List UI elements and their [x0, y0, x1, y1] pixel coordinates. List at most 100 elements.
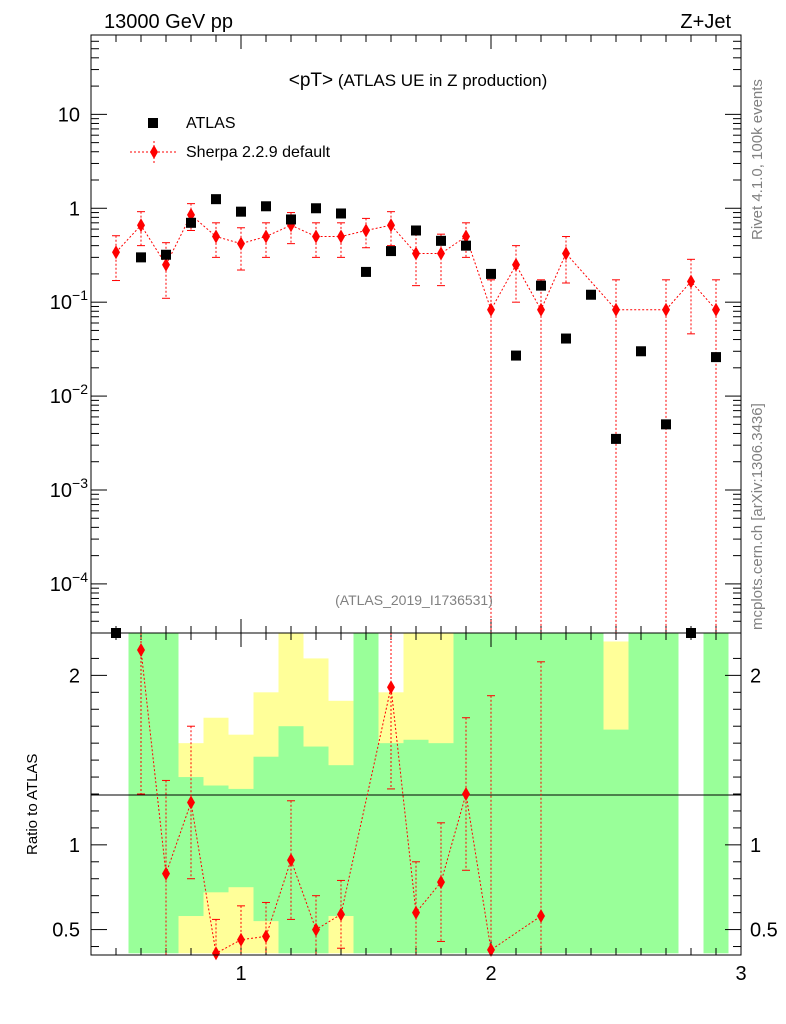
ratio-sherpa-point [537, 909, 545, 924]
sherpa-point [237, 236, 245, 251]
ratio-sherpa-point [337, 907, 345, 922]
ratio-band-green [203, 785, 229, 893]
plot-title-rest: (ATLAS UE in Z production) [333, 71, 547, 90]
ratio-sherpa-point [262, 929, 270, 944]
ratio-y-tick-label-right: 0.5 [750, 920, 778, 942]
ratio-y-tick-label-left: 2 [69, 665, 80, 687]
analysis-watermark: (ATLAS_2019_I1736531) [335, 592, 493, 608]
ratio-sherpa-point [437, 875, 445, 890]
header-left: 13000 GeV pp [104, 11, 233, 33]
header-right: Z+Jet [680, 11, 731, 33]
ratio-x-tick-label: 2 [485, 963, 496, 985]
atlas-point [536, 280, 546, 291]
tick-base: 10 [50, 292, 72, 314]
atlas-point [261, 201, 271, 212]
sherpa-line [115, 214, 717, 312]
sherpa-point [262, 229, 270, 244]
ratio-y-tick-label-right: 1 [750, 835, 761, 857]
sherpa-point [512, 257, 520, 272]
tick-base: 10 [50, 574, 72, 596]
ratio-sherpa-point [162, 866, 170, 881]
tick-exponent: −2 [72, 381, 88, 397]
ratio-x-tick-label: 1 [235, 963, 246, 985]
ratio-bands [128, 633, 729, 954]
atlas-point [336, 208, 346, 219]
ratio-band-green [228, 788, 254, 888]
side-label-rivet: Rivet 4.1.0, 100k events [749, 79, 766, 240]
main-y-tick-label: 1 [69, 198, 80, 220]
legend-label-sherpa: Sherpa 2.2.9 default [186, 144, 331, 161]
ratio-axis-ticks: 0.5 0.5 1 1 2 2 1 2 3 [52, 633, 778, 985]
ratio-band-green [703, 633, 729, 954]
main-y-tick-label: 10−3 [50, 475, 88, 502]
main-y-tick-label: 10 [58, 104, 80, 126]
sherpa-point [412, 246, 420, 261]
sherpa-point [612, 302, 620, 317]
tick-base: 10 [50, 386, 72, 408]
tick-base: 10 [58, 104, 80, 126]
ratio-band-green [528, 633, 554, 954]
sherpa-point [337, 229, 345, 244]
ratio-y-tick-label-left: 1 [69, 835, 80, 857]
sherpa-point [162, 257, 170, 272]
tick-exponent: −3 [72, 475, 88, 491]
ratio-band-green [403, 739, 429, 954]
ratio-sherpa-point [412, 905, 420, 920]
ratio-sherpa-point [462, 787, 470, 801]
main-y-tick-label: 10−4 [50, 569, 88, 596]
main-y-tick-label: 10−2 [50, 381, 88, 408]
ratio-sherpa-point [287, 853, 295, 868]
tick-base: 1 [69, 198, 80, 220]
sherpa-point [312, 229, 320, 244]
legend: ATLAS Sherpa 2.2.9 default [130, 115, 331, 163]
atlas-point [186, 217, 196, 228]
atlas-point [486, 268, 496, 279]
ratio-sherpa-point [237, 932, 245, 947]
sherpa-point [212, 229, 220, 244]
ratio-ylabel: Ratio to ATLAS [24, 754, 41, 855]
sherpa-point [112, 245, 120, 260]
side-label-mcplots: mcplots.cern.ch [arXiv:1306.3436] [749, 403, 766, 630]
ratio-band-green [578, 633, 604, 954]
atlas-point [161, 249, 171, 260]
ratio-sherpa-point [187, 795, 195, 810]
ratio-band-green [253, 756, 279, 922]
ratio-band-green [603, 729, 629, 954]
ratio-band-green [653, 633, 679, 954]
ratio-sherpa-point [312, 922, 320, 937]
ratio-y-tick-label-left: 0.5 [52, 920, 80, 942]
ratio-band-green [328, 765, 354, 917]
tick-exponent: −1 [72, 287, 88, 303]
ratio-band-green [303, 746, 329, 954]
sherpa-point [437, 246, 445, 261]
plot-title: <pT> (ATLAS UE in Z production) [289, 70, 548, 91]
sherpa-point [662, 302, 670, 317]
ratio-frame [90, 632, 742, 956]
tick-exponent: −4 [72, 569, 88, 585]
ratio-band-green [278, 726, 304, 954]
atlas-point [311, 203, 321, 214]
atlas-point [636, 346, 646, 357]
ratio-sherpa-point [137, 642, 145, 657]
plot-title-main: <pT> [289, 70, 333, 91]
sherpa-point [537, 302, 545, 317]
sherpa-point [487, 302, 495, 317]
atlas-point [711, 352, 721, 363]
atlas-point [211, 194, 221, 205]
sherpa-point [462, 229, 470, 244]
ratio-sherpa-point [387, 680, 395, 695]
atlas-point [286, 214, 296, 225]
main-series [111, 194, 721, 638]
sherpa-point [387, 218, 395, 233]
atlas-point [586, 289, 596, 300]
atlas-point [611, 433, 621, 444]
atlas-point [411, 225, 421, 236]
atlas-point [511, 350, 521, 361]
atlas-point [386, 246, 396, 257]
legend-marker-sherpa [150, 145, 158, 159]
ratio-y-tick-label-right: 2 [750, 665, 761, 687]
atlas-point [436, 235, 446, 246]
ratio-band-green [628, 633, 654, 954]
